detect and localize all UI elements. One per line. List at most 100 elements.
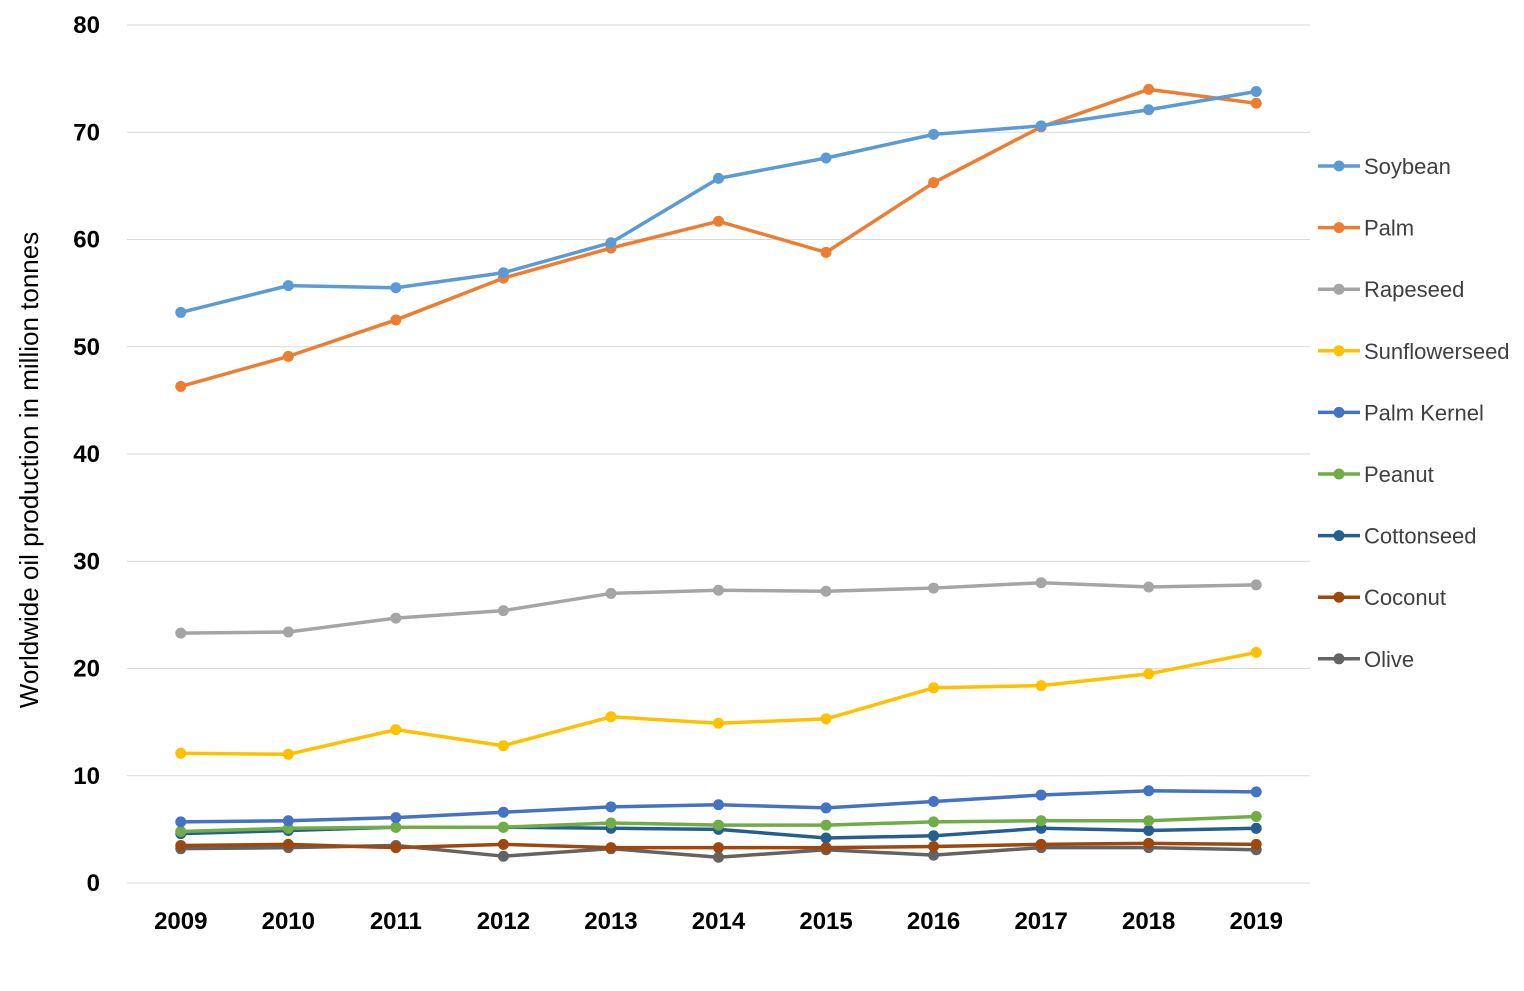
series-palm-kernel xyxy=(175,785,1262,828)
data-point-rapeseed xyxy=(282,626,294,638)
data-point-soybean xyxy=(605,237,617,249)
legend-swatch-marker xyxy=(1333,345,1345,357)
data-point-cottonseed xyxy=(1143,824,1155,836)
data-point-coconut xyxy=(497,838,509,850)
x-axis-ticks: 2009 2010 2011 2012 2013 2014 2015 2016 2017 2018… xyxy=(154,908,1283,935)
data-point-sunflowerseed xyxy=(605,711,617,723)
data-point-soybean xyxy=(928,128,940,140)
data-point-palm xyxy=(175,380,187,392)
legend-swatch-marker xyxy=(1333,406,1345,418)
data-point-coconut xyxy=(928,841,940,853)
data-point-palm-kernel xyxy=(175,816,187,828)
data-point-peanut xyxy=(928,816,940,828)
data-point-sunflowerseed xyxy=(390,724,402,736)
data-point-soybean xyxy=(1035,120,1047,132)
data-point-rapeseed xyxy=(1035,577,1047,589)
data-point-palm xyxy=(713,215,724,227)
legend-label: Rapeseed xyxy=(1364,277,1464,302)
series-line-palm xyxy=(180,87,1257,389)
x-tick-label: 2018 xyxy=(1122,908,1175,935)
data-point-olive xyxy=(497,850,509,862)
series-rapeseed xyxy=(175,577,1262,639)
data-point-sunflowerseed xyxy=(1143,668,1155,680)
data-point-soybean xyxy=(820,152,832,164)
data-point-peanut xyxy=(1250,811,1262,823)
x-tick-label: 2019 xyxy=(1230,908,1283,935)
series-peanut xyxy=(175,811,1262,838)
legend-item-palm: Palm xyxy=(1318,216,1414,241)
data-point-peanut xyxy=(605,817,617,829)
legend-label: Sunflowerseed xyxy=(1364,339,1510,364)
data-point-rapeseed xyxy=(390,612,402,624)
data-point-soybean xyxy=(713,172,724,184)
series-group xyxy=(175,83,1262,863)
legend-swatch-marker xyxy=(1333,160,1345,172)
legend-item-cottonseed: Cottonseed xyxy=(1318,524,1477,549)
legend-item-rapeseed: Rapeseed xyxy=(1318,277,1464,302)
data-point-sunflowerseed xyxy=(713,717,724,729)
legend-label: Cottonseed xyxy=(1364,524,1477,549)
data-point-rapeseed xyxy=(497,605,509,617)
data-point-sunflowerseed xyxy=(175,747,187,759)
data-point-sunflowerseed xyxy=(820,713,832,725)
data-point-rapeseed xyxy=(820,585,832,597)
data-point-soybean xyxy=(1143,104,1155,116)
data-point-coconut xyxy=(605,842,617,854)
x-tick-label: 2015 xyxy=(799,908,852,935)
legend: Soybean Palm Rapeseed Sunflowerseed Palm Ker… xyxy=(1318,154,1510,672)
x-tick-label: 2011 xyxy=(370,908,422,935)
data-point-palm xyxy=(390,314,402,326)
legend-label: Soybean xyxy=(1364,154,1451,179)
data-point-soybean xyxy=(282,280,294,292)
data-point-rapeseed xyxy=(605,587,617,599)
data-point-peanut xyxy=(175,826,187,838)
data-point-coconut xyxy=(282,838,294,850)
data-point-palm-kernel xyxy=(497,806,509,818)
data-point-palm-kernel xyxy=(390,812,402,824)
data-point-palm-kernel xyxy=(928,795,940,807)
series-line-soybean xyxy=(180,89,1257,315)
gridlines xyxy=(127,24,1310,884)
data-point-palm-kernel xyxy=(713,799,724,811)
data-point-palm xyxy=(928,177,940,189)
data-point-coconut xyxy=(390,842,402,854)
data-point-rapeseed xyxy=(1143,581,1155,593)
legend-item-peanut: Peanut xyxy=(1318,462,1434,487)
data-point-sunflowerseed xyxy=(1035,680,1047,692)
data-point-coconut xyxy=(1143,837,1155,849)
legend-swatch-marker xyxy=(1333,283,1345,295)
y-tick-label: 20 xyxy=(73,656,100,683)
legend-swatch-marker xyxy=(1333,222,1345,234)
data-point-rapeseed xyxy=(1250,579,1262,591)
data-point-palm xyxy=(1143,83,1155,95)
data-point-palm-kernel xyxy=(820,802,832,814)
data-point-peanut xyxy=(497,821,509,833)
series-sunflowerseed xyxy=(175,646,1262,760)
legend-label: Palm Kernel xyxy=(1364,400,1484,425)
legend-item-coconut: Coconut xyxy=(1318,585,1446,610)
y-tick-label: 30 xyxy=(73,548,100,575)
legend-item-palm-kernel: Palm Kernel xyxy=(1318,400,1484,425)
legend-swatch-marker xyxy=(1333,468,1345,480)
data-point-rapeseed xyxy=(175,627,187,639)
data-point-olive xyxy=(928,849,940,861)
data-point-sunflowerseed xyxy=(282,748,294,760)
series-line-sunflowerseed xyxy=(180,650,1257,757)
legend-swatch-marker xyxy=(1333,591,1345,603)
data-point-palm-kernel xyxy=(1143,785,1155,797)
data-point-sunflowerseed xyxy=(928,682,940,694)
data-point-coconut xyxy=(175,839,187,851)
data-point-soybean xyxy=(175,306,187,318)
legend-label: Olive xyxy=(1364,647,1414,672)
y-tick-label: 50 xyxy=(73,334,100,361)
series-soybean xyxy=(175,85,1262,318)
data-point-coconut xyxy=(713,842,724,854)
y-tick-label: 10 xyxy=(73,763,100,790)
x-tick-label: 2012 xyxy=(477,908,530,935)
data-point-palm-kernel xyxy=(1250,786,1262,798)
y-axis-ticks: 0 10 20 30 40 50 60 70 80 xyxy=(73,12,100,897)
data-point-peanut xyxy=(1143,815,1155,827)
data-point-palm-kernel xyxy=(1035,789,1047,801)
data-point-soybean xyxy=(497,267,509,279)
